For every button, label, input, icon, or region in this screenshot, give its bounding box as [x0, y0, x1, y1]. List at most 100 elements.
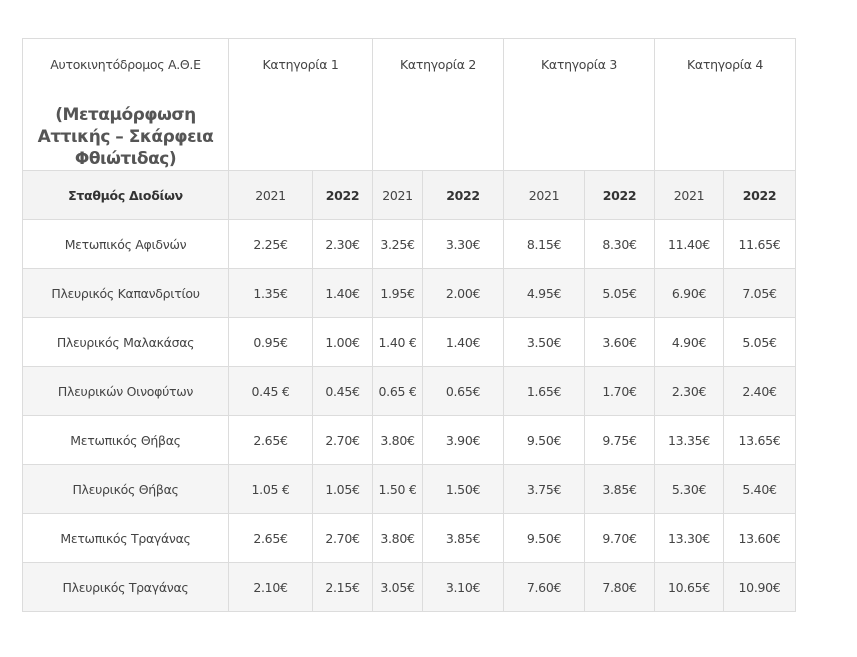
year-header: 2022	[584, 170, 655, 220]
price-cell: 13.65€	[723, 415, 796, 465]
price-cell: 2.40€	[723, 366, 796, 416]
table-row: Μετωπικός Τραγάνας 2.65€ 2.70€ 3.80€ 3.85€ 9.…	[22, 513, 796, 563]
price-cell: 1.40€	[422, 317, 504, 367]
station-name: Μετωπικός Αφιδνών	[22, 219, 229, 269]
price-cell: 1.95€	[372, 268, 423, 318]
table-subtitle: (Μεταμόρφωση Αττικής – Σκάρφεια Φθιώτιδα…	[37, 105, 214, 169]
table-row: Πλευρικός Θήβας 1.05 €1.05€ 1.50 €1.50€ 3.7…	[22, 464, 796, 514]
price-cell: 1.70€	[584, 366, 655, 416]
price-cell: 8.15€	[503, 219, 585, 269]
year-header: 2021	[228, 170, 313, 220]
table-title: Αυτοκινητόδρομος Α.Θ.Ε	[50, 57, 201, 72]
station-name: Πλευρικός Θήβας	[22, 464, 229, 514]
price-cell: 1.05€	[312, 464, 373, 514]
subheader-row: Σταθμός Διοδίων 2021 2022 2021 2022 2021…	[22, 170, 796, 220]
price-cell: 0.65€	[422, 366, 504, 416]
station-name: Πλευρικός Καπανδριτίου	[22, 268, 229, 318]
price-cell: 9.50€	[503, 415, 585, 465]
price-cell: 0.65 €	[372, 366, 423, 416]
price-cell: 2.25€	[228, 219, 313, 269]
price-cell: 1.05 €	[228, 464, 313, 514]
price-cell: 0.95€	[228, 317, 313, 367]
price-cell: 9.70€	[584, 513, 655, 563]
price-cell: 4.90€	[654, 317, 724, 367]
category-4-header: Κατηγορία 4	[654, 38, 796, 171]
price-cell: 3.05€	[372, 562, 423, 612]
price-cell: 1.00€	[312, 317, 373, 367]
price-cell: 3.60€	[584, 317, 655, 367]
table-title-cell: Αυτοκινητόδρομος Α.Θ.Ε (Μεταμόρφωση Αττι…	[22, 38, 229, 171]
station-name: Πλευρικός Τραγάνας	[22, 562, 229, 612]
price-cell: 3.75€	[503, 464, 585, 514]
year-header: 2022	[723, 170, 796, 220]
price-cell: 2.10€	[228, 562, 313, 612]
station-name: Πλευρικός Μαλακάσας	[22, 317, 229, 367]
price-cell: 1.40€	[312, 268, 373, 318]
price-cell: 3.25€	[372, 219, 423, 269]
category-label: Κατηγορία 3	[541, 57, 617, 72]
price-cell: 3.50€	[503, 317, 585, 367]
price-cell: 3.80€	[372, 513, 423, 563]
station-column-header: Σταθμός Διοδίων	[22, 170, 229, 220]
price-cell: 9.50€	[503, 513, 585, 563]
price-cell: 5.05€	[723, 317, 796, 367]
price-cell: 2.65€	[228, 415, 313, 465]
price-cell: 5.30€	[654, 464, 724, 514]
category-label: Κατηγορία 1	[262, 57, 339, 72]
price-cell: 1.50 €	[372, 464, 423, 514]
category-3-header: Κατηγορία 3	[503, 38, 655, 171]
price-cell: 10.65€	[654, 562, 724, 612]
table-row: Πλευρικός Μαλακάσας 0.95€ 1.00€ 1.40 €1.40€…	[22, 317, 796, 367]
price-cell: 7.80€	[584, 562, 655, 612]
header-row: Αυτοκινητόδρομος Α.Θ.Ε (Μεταμόρφωση Αττι…	[22, 38, 796, 171]
price-cell: 2.65€	[228, 513, 313, 563]
table-row: Μετωπικός Αφιδνών 2.25€ 2.30€ 3.25€ 3.30€ 8.1…	[22, 219, 796, 269]
price-cell: 5.05€	[584, 268, 655, 318]
station-name: Πλευρικών Οινοφύτων	[22, 366, 229, 416]
price-cell: 3.90€	[422, 415, 504, 465]
price-cell: 3.30€	[422, 219, 504, 269]
station-name: Μετωπικός Θήβας	[22, 415, 229, 465]
price-cell: 8.30€	[584, 219, 655, 269]
category-2-header: Κατηγορία 2	[372, 38, 504, 171]
price-cell: 1.65€	[503, 366, 585, 416]
price-cell: 7.05€	[723, 268, 796, 318]
price-cell: 2.00€	[422, 268, 504, 318]
table-row: Μετωπικός Θήβας 2.65€ 2.70€ 3.80€ 3.90€ 9.50€…	[22, 415, 796, 465]
table-row: Πλευρικός Καπανδριτίου 1.35€ 1.40€ 1.95€ 2.0…	[22, 268, 796, 318]
price-cell: 2.30€	[312, 219, 373, 269]
price-cell: 0.45 €	[228, 366, 313, 416]
category-1-header: Κατηγορία 1	[228, 38, 373, 171]
price-cell: 0.45€	[312, 366, 373, 416]
price-cell: 7.60€	[503, 562, 585, 612]
table-row: Πλευρικός Τραγάνας 2.10€ 2.15€ 3.05€ 3.10€ 7.…	[22, 562, 796, 612]
year-header: 2021	[654, 170, 724, 220]
year-header: 2022	[312, 170, 373, 220]
price-cell: 10.90€	[723, 562, 796, 612]
price-cell: 1.35€	[228, 268, 313, 318]
price-cell: 1.50€	[422, 464, 504, 514]
price-cell: 2.15€	[312, 562, 373, 612]
price-cell: 1.40 €	[372, 317, 423, 367]
price-cell: 13.30€	[654, 513, 724, 563]
price-cell: 2.70€	[312, 415, 373, 465]
station-name: Μετωπικός Τραγάνας	[22, 513, 229, 563]
toll-prices-table: Αυτοκινητόδρομος Α.Θ.Ε (Μεταμόρφωση Αττι…	[22, 38, 796, 612]
price-cell: 3.80€	[372, 415, 423, 465]
price-cell: 3.85€	[584, 464, 655, 514]
year-header: 2021	[372, 170, 423, 220]
price-cell: 2.30€	[654, 366, 724, 416]
price-cell: 3.85€	[422, 513, 504, 563]
price-cell: 13.60€	[723, 513, 796, 563]
year-header: 2021	[503, 170, 585, 220]
price-cell: 11.40€	[654, 219, 724, 269]
year-header: 2022	[422, 170, 504, 220]
price-cell: 9.75€	[584, 415, 655, 465]
price-cell: 4.95€	[503, 268, 585, 318]
price-cell: 11.65€	[723, 219, 796, 269]
price-cell: 3.10€	[422, 562, 504, 612]
price-cell: 13.35€	[654, 415, 724, 465]
table-row: Πλευρικών Οινοφύτων 0.45 €0.45€ 0.65 €0.65…	[22, 366, 796, 416]
price-cell: 5.40€	[723, 464, 796, 514]
price-cell: 2.70€	[312, 513, 373, 563]
